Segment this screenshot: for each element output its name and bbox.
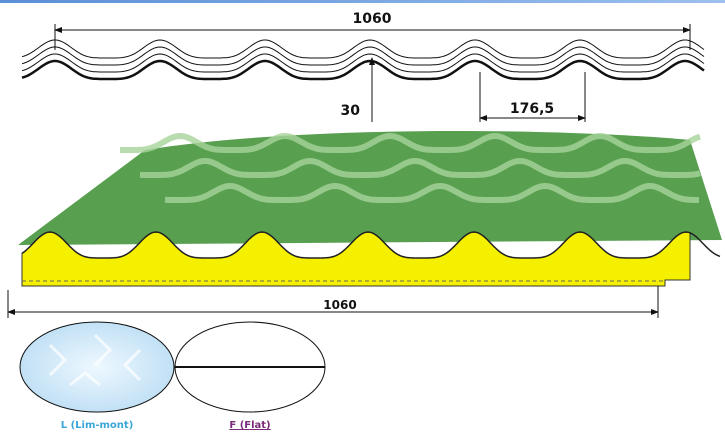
pitch-label: 176,5 bbox=[510, 101, 554, 117]
roof-ridge bbox=[120, 132, 701, 153]
top-bar bbox=[0, 0, 725, 3]
roof-ridge bbox=[139, 157, 701, 178]
sandwich-panel bbox=[18, 130, 722, 287]
bottom-width-label: 1060 bbox=[323, 298, 356, 312]
sheet-edge bbox=[21, 231, 721, 259]
profile-line bbox=[21, 39, 705, 59]
height-label: 30 bbox=[341, 103, 361, 119]
roof-ridge bbox=[164, 182, 699, 203]
profile-line bbox=[21, 59, 705, 81]
emboss-pattern bbox=[48, 333, 142, 387]
top-width-label: 1060 bbox=[353, 11, 392, 27]
option-label[interactable]: F (Flat) bbox=[229, 420, 270, 431]
profile bbox=[21, 39, 705, 81]
option-label: L (Lim-mont) bbox=[61, 420, 134, 431]
profile-line bbox=[21, 46, 705, 66]
profile-line bbox=[21, 53, 705, 73]
lim-mont-swatch bbox=[19, 321, 175, 413]
roof-surface bbox=[18, 130, 722, 245]
